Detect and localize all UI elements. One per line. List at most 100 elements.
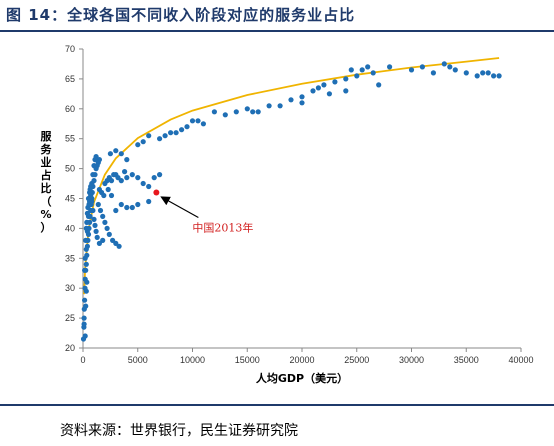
x-tick-label: 35000 <box>454 355 479 365</box>
data-point <box>113 207 119 214</box>
y-axis-label-char: （ <box>41 195 52 208</box>
data-point <box>108 192 115 199</box>
data-point <box>211 109 217 115</box>
data-point <box>244 106 250 112</box>
data-point <box>84 219 90 225</box>
data-point <box>84 279 90 285</box>
data-point <box>288 97 294 103</box>
data-point <box>83 237 89 243</box>
data-point <box>359 67 365 73</box>
data-points <box>80 61 502 342</box>
data-point <box>315 85 321 91</box>
y-tick-label: 70 <box>65 44 75 54</box>
data-point <box>146 133 152 139</box>
x-tick-label: 10000 <box>180 355 205 365</box>
source-note: 资料来源：世界银行，民生证券研究院 <box>60 423 298 439</box>
data-point <box>105 186 111 193</box>
data-point <box>485 70 491 76</box>
data-point <box>151 175 157 181</box>
y-axis-label-char: % <box>40 208 51 221</box>
data-point <box>82 297 88 303</box>
y-tick-label: 40 <box>65 223 75 233</box>
data-point <box>87 189 93 196</box>
data-point <box>266 103 272 109</box>
data-point <box>168 130 174 136</box>
data-point <box>419 64 425 70</box>
data-point <box>140 180 146 187</box>
data-point <box>118 151 124 157</box>
data-point <box>107 151 113 157</box>
data-point <box>233 109 239 115</box>
x-axis-label: 人均GDP（美元） <box>256 371 348 385</box>
data-point <box>343 76 349 82</box>
data-point <box>480 70 486 76</box>
y-axis-label-char: 务 <box>41 142 53 156</box>
data-point <box>447 64 453 70</box>
data-point <box>146 183 152 190</box>
data-point <box>83 261 89 267</box>
y-axis-label-char: 服 <box>41 130 53 143</box>
data-point <box>81 315 87 321</box>
data-point <box>118 178 124 184</box>
data-point <box>96 240 102 246</box>
y-axis-label: 服务业占比（%） <box>40 130 52 234</box>
data-point <box>430 70 436 76</box>
x-tick-label: 5000 <box>128 355 148 365</box>
data-point <box>91 163 97 169</box>
china-2013-point <box>153 189 160 196</box>
data-point <box>88 183 94 190</box>
data-point <box>157 172 163 178</box>
data-point <box>343 88 349 94</box>
data-point <box>491 73 497 79</box>
data-point <box>348 67 354 73</box>
data-point <box>104 225 110 231</box>
data-point <box>129 204 135 211</box>
data-point <box>91 216 97 222</box>
data-point <box>90 172 96 178</box>
data-point <box>162 133 168 139</box>
source-rule <box>0 404 554 406</box>
data-point <box>135 175 141 181</box>
data-point <box>129 172 135 178</box>
data-point <box>255 109 261 115</box>
data-point <box>106 231 112 237</box>
annotation-arrow <box>160 196 199 219</box>
data-point <box>82 255 88 261</box>
data-point <box>140 139 146 145</box>
title-rule <box>0 30 554 32</box>
data-point <box>157 136 163 142</box>
data-point <box>441 61 447 67</box>
data-point <box>179 127 185 133</box>
data-point <box>81 321 87 327</box>
trend-line <box>83 57 500 295</box>
data-point <box>250 109 256 115</box>
y-tick-label: 35 <box>65 253 75 263</box>
data-point <box>90 207 96 214</box>
data-point <box>83 303 89 309</box>
figure-title: 图 14：全球各国不同收入阶段对应的服务业占比 <box>6 6 356 24</box>
data-point <box>452 67 458 73</box>
data-point <box>365 64 371 70</box>
data-point <box>115 175 121 181</box>
data-point <box>310 88 316 94</box>
data-point <box>463 70 469 76</box>
x-tick-label: 30000 <box>399 355 424 365</box>
y-tick-label: 45 <box>65 194 75 204</box>
y-axis-label-char: 占 <box>41 168 52 182</box>
y-tick-label: 30 <box>65 283 75 293</box>
y-tick-label: 60 <box>65 104 75 114</box>
data-point <box>118 201 124 208</box>
data-point <box>474 73 480 79</box>
data-point <box>82 267 88 273</box>
data-point <box>332 79 338 85</box>
data-point <box>92 222 98 228</box>
scatter-chart: 0 5000 10000 15000 20000 25000 30000 35000 40000… <box>40 44 533 385</box>
data-point <box>222 112 228 118</box>
data-point <box>299 100 305 106</box>
data-point <box>94 234 100 240</box>
y-tick-label: 20 <box>65 343 75 353</box>
data-point <box>189 118 196 124</box>
y-axis-label-char: ） <box>41 221 52 234</box>
data-point <box>83 288 89 294</box>
y-ticks: 20 25 30 35 40 45 50 55 60 65 70 <box>65 44 83 353</box>
